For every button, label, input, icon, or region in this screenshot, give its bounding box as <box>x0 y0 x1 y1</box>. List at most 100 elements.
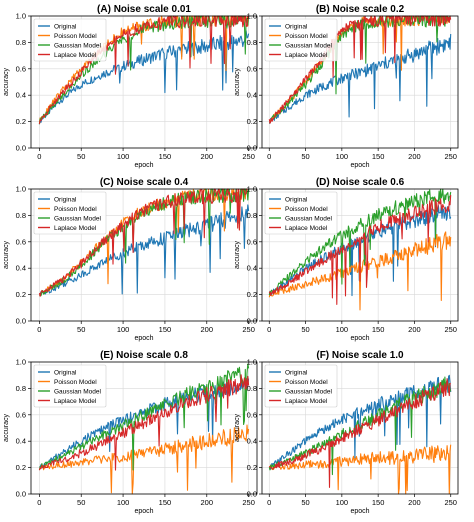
legend: Original Poisson Model Gaussian Model Lapla… <box>33 191 107 235</box>
chart-title: (E) Noise scale 0.8 <box>100 350 188 361</box>
legend-box <box>264 364 338 408</box>
chart-panel-4: 0 50 100 150 200 2500.00.20.40.60.81.0epochac… <box>234 177 459 342</box>
x-tick-label: 0 <box>267 325 271 334</box>
x-tick-label: 150 <box>159 152 172 161</box>
x-tick-label: 100 <box>117 152 130 161</box>
legend-box <box>264 191 338 235</box>
y-axis-label: accuracy <box>3 67 10 96</box>
x-tick-label: 50 <box>77 325 85 334</box>
legend-label: Original <box>54 370 77 377</box>
x-tick-label: 250 <box>242 152 255 161</box>
series-line-original <box>38 30 250 125</box>
x-tick-label: 100 <box>117 498 130 507</box>
y-tick-label: 0.4 <box>247 91 257 100</box>
x-axis-label: epoch <box>134 335 153 342</box>
y-tick-label: 0.8 <box>247 38 257 47</box>
x-axis-label: epoch <box>350 335 369 342</box>
legend-box <box>33 364 107 408</box>
plot-frame <box>261 15 459 149</box>
chart-panel-5: 0 50 100 150 200 2500.00.20.40.60.81.0epochac… <box>3 350 258 515</box>
y-tick-label: 0.0 <box>247 490 257 499</box>
x-tick-label: 50 <box>301 498 309 507</box>
legend-label: Laplace Model <box>54 225 97 232</box>
legend-box <box>33 191 107 235</box>
chart-panel-2: 0 50 100 150 200 2500.00.20.40.60.81.0epochac… <box>234 4 459 169</box>
y-tick-label: 0.8 <box>247 211 257 220</box>
x-tick-label: 150 <box>372 498 385 507</box>
x-tick-label: 200 <box>201 152 214 161</box>
x-tick-label: 150 <box>372 152 385 161</box>
chart-title: (B) Noise scale 0.2 <box>316 4 405 15</box>
y-tick-label: 0.2 <box>247 290 257 299</box>
x-axis-label: epoch <box>350 508 369 515</box>
y-tick-label: 0.4 <box>16 437 26 446</box>
legend-label: Poisson Model <box>285 206 328 213</box>
legend-label: Poisson Model <box>54 33 97 40</box>
y-tick-label: 0.6 <box>247 64 257 73</box>
x-tick-label: 50 <box>301 325 309 334</box>
x-tick-label: 0 <box>37 152 41 161</box>
y-tick-label: 1.0 <box>16 12 26 21</box>
x-tick-label: 50 <box>77 152 85 161</box>
y-tick-label: 0.2 <box>247 463 257 472</box>
y-tick-label: 0.2 <box>247 117 257 126</box>
y-tick-label: 0.8 <box>16 211 26 220</box>
y-tick-label: 1.0 <box>16 185 26 194</box>
series-line-poisson-model <box>268 231 452 311</box>
y-axis-label: accuracy <box>234 240 241 269</box>
series-line-laplace-model <box>38 188 249 297</box>
x-axis-label: epoch <box>350 162 369 169</box>
series-line-laplace-model <box>38 15 249 125</box>
series-line-gaussian-model <box>38 363 250 471</box>
y-tick-label: 0.4 <box>247 264 257 273</box>
x-tick-label: 150 <box>159 498 172 507</box>
x-tick-label: 50 <box>77 498 85 507</box>
y-tick-label: 0.4 <box>16 91 26 100</box>
legend-label: Poisson Model <box>285 379 328 386</box>
x-tick-label: 100 <box>117 325 130 334</box>
legend: Original Poisson Model Gaussian Model Lapla… <box>264 364 338 408</box>
legend-label: Original <box>285 370 308 377</box>
y-tick-label: 0.6 <box>247 237 257 246</box>
legend-box <box>264 18 338 62</box>
x-tick-label: 250 <box>444 152 457 161</box>
series-line-poisson-model <box>268 444 452 495</box>
chart-panel-6: 0 50 100 150 200 2500.00.20.40.60.81.0epochac… <box>234 350 459 515</box>
x-tick-label: 100 <box>336 152 349 161</box>
chart-panel-3: 0 50 100 150 200 2500.00.20.40.60.81.0epochac… <box>3 177 258 342</box>
x-tick-label: 0 <box>267 498 271 507</box>
x-tick-label: 150 <box>159 325 172 334</box>
plot-frame <box>30 188 258 322</box>
series-line-laplace-model <box>268 378 451 488</box>
x-tick-label: 200 <box>408 325 421 334</box>
y-axis-label: accuracy <box>3 240 10 269</box>
legend-label: Gaussian Model <box>285 216 333 223</box>
legend-label: Gaussian Model <box>285 389 333 396</box>
y-tick-label: 0.0 <box>16 144 26 153</box>
y-tick-label: 0.6 <box>16 237 26 246</box>
x-tick-label: 250 <box>444 498 457 507</box>
chart-title: (C) Noise scale 0.4 <box>100 177 189 188</box>
legend-label: Poisson Model <box>54 206 97 213</box>
x-axis-label: epoch <box>134 508 153 515</box>
x-axis-label: epoch <box>134 162 153 169</box>
y-tick-label: 0.4 <box>16 264 26 273</box>
chart-panel-1: 0 50 100 150 200 2500.00.20.40.60.81.0epochac… <box>3 4 258 169</box>
x-tick-label: 0 <box>267 152 271 161</box>
y-tick-label: 0.8 <box>16 384 26 393</box>
x-tick-label: 200 <box>201 325 214 334</box>
y-tick-label: 0.0 <box>247 144 257 153</box>
legend-label: Laplace Model <box>54 52 97 59</box>
legend-label: Original <box>285 197 308 204</box>
x-tick-label: 100 <box>336 325 349 334</box>
legend: Original Poisson Model Gaussian Model Lapla… <box>264 191 338 235</box>
legend-label: Original <box>54 197 77 204</box>
x-tick-label: 200 <box>408 152 421 161</box>
x-tick-label: 50 <box>301 152 309 161</box>
legend: Original Poisson Model Gaussian Model Lapla… <box>33 18 107 62</box>
y-tick-label: 0.4 <box>247 437 257 446</box>
legend-label: Gaussian Model <box>285 43 333 50</box>
y-tick-label: 1.0 <box>247 12 257 21</box>
